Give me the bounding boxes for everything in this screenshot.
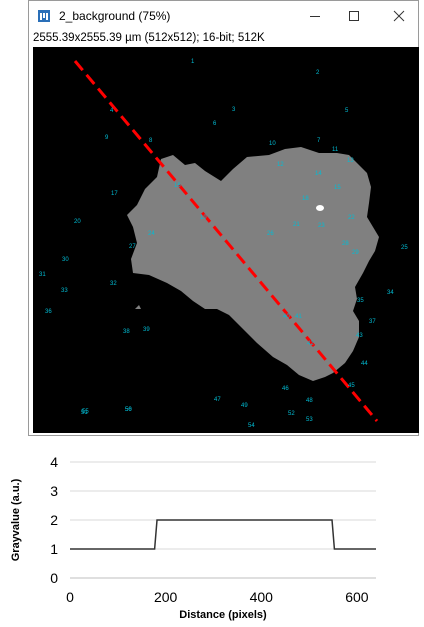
roi-label: 52 xyxy=(288,411,295,417)
bright-spot xyxy=(316,205,324,211)
y-tick-label: 1 xyxy=(50,541,58,557)
roi-label: 12 xyxy=(277,162,284,168)
roi-label: 50 xyxy=(125,407,132,413)
y-tick-label: 2 xyxy=(50,512,58,528)
roi-label: 22 xyxy=(348,215,355,221)
roi-label: 20 xyxy=(74,219,81,225)
profile-series-line xyxy=(70,519,376,550)
y-axis-label: Grayvalue (a.u.) xyxy=(10,478,22,561)
roi-label: 28 xyxy=(342,241,349,247)
maximize-icon xyxy=(349,11,359,21)
roi-label: 13 xyxy=(347,158,354,164)
roi-label: 14 xyxy=(315,171,322,177)
x-tick-labels: 0 200 400 600 xyxy=(66,589,369,605)
x-axis-label: Distance (pixels) xyxy=(179,609,267,621)
close-icon xyxy=(393,10,405,22)
minimize-icon xyxy=(310,16,320,17)
roi-label: 43 xyxy=(356,333,363,339)
roi-label: 29 xyxy=(352,250,359,256)
roi-label: 45 xyxy=(348,383,355,389)
roi-label: 23 xyxy=(318,223,325,229)
small-particle xyxy=(135,305,141,309)
roi-label: 54 xyxy=(248,423,255,429)
roi-label: 4 xyxy=(110,108,114,114)
x-tick-label: 400 xyxy=(250,589,274,605)
y-tick-labels: 0 1 2 3 4 xyxy=(50,454,58,586)
y-tick-label: 0 xyxy=(50,570,58,586)
y-tick-label: 4 xyxy=(50,454,58,470)
roi-label: 34 xyxy=(387,290,394,296)
roi-label: 55 xyxy=(82,409,89,415)
roi-label: 19 xyxy=(200,215,207,221)
roi-label: 47 xyxy=(214,397,221,403)
profile-line[interactable] xyxy=(73,60,379,422)
roi-label: 7 xyxy=(317,138,321,144)
roi-label: 8 xyxy=(149,138,153,144)
roi-label: 39 xyxy=(143,327,150,333)
image-canvas[interactable]: 1 2 3 4 5 6 7 8 9 10 11 12 13 14 15 16 17 18 19 20 21 22 23 24 2… xyxy=(33,47,419,433)
roi-label: 41 xyxy=(295,314,302,320)
roi-label: 33 xyxy=(61,288,68,294)
image-info: 2555.39x2555.39 µm (512x512); 16-bit; 51… xyxy=(33,32,265,44)
roi-label: 30 xyxy=(62,257,69,263)
roi-label: 2 xyxy=(316,70,320,76)
roi-label: 31 xyxy=(39,272,46,278)
roi-label: 21 xyxy=(293,222,300,228)
roi-label: 48 xyxy=(306,398,313,404)
imagej-icon xyxy=(38,10,50,22)
roi-label: 24 xyxy=(148,231,155,237)
roi-label: 56 xyxy=(125,407,132,413)
x-tick-label: 200 xyxy=(154,589,178,605)
maximize-button[interactable] xyxy=(336,5,372,27)
particle-blob xyxy=(127,147,379,381)
window-title: 2_background (75%) xyxy=(59,9,171,23)
profile-plot: 0 1 2 3 4 0 200 400 600 Distance (pixels) Grayv… xyxy=(10,454,376,621)
title-bar[interactable]: 2_background (75%) xyxy=(29,1,418,31)
roi-label: 53 xyxy=(306,417,313,423)
image-window: 2_background (75%) 2555.39x2555.39 µm (5… xyxy=(28,0,419,436)
roi-label: 32 xyxy=(110,281,117,287)
roi-label: 17 xyxy=(111,191,118,197)
y-tick-label: 3 xyxy=(50,483,58,499)
roi-label: 44 xyxy=(361,361,368,367)
roi-label: 27 xyxy=(129,244,136,250)
x-tick-label: 600 xyxy=(345,589,369,605)
roi-label: 37 xyxy=(369,319,376,325)
x-tick-label: 0 xyxy=(66,589,74,605)
roi-label: 15 xyxy=(334,185,341,191)
roi-label: 25 xyxy=(401,245,408,251)
roi-label: 16 xyxy=(174,183,181,189)
roi-label: 46 xyxy=(282,386,289,392)
roi-label: 1 xyxy=(191,59,195,65)
minimize-button[interactable] xyxy=(297,5,333,27)
roi-label: 6 xyxy=(213,121,217,127)
roi-label: 35 xyxy=(357,298,364,304)
roi-label: 49 xyxy=(241,403,248,409)
roi-label: 5 xyxy=(345,108,349,114)
roi-label: 51 xyxy=(81,410,88,416)
roi-label: 36 xyxy=(45,309,52,315)
roi-label: 40 xyxy=(283,314,290,320)
roi-label: 3 xyxy=(232,107,236,113)
roi-label: 10 xyxy=(269,141,276,147)
roi-label: 42 xyxy=(307,341,314,347)
close-button[interactable] xyxy=(380,5,416,27)
roi-label: 11 xyxy=(332,147,339,153)
roi-label: 38 xyxy=(123,329,130,335)
roi-label: 18 xyxy=(302,196,309,202)
roi-label: 9 xyxy=(105,135,109,141)
roi-label: 26 xyxy=(267,231,274,237)
